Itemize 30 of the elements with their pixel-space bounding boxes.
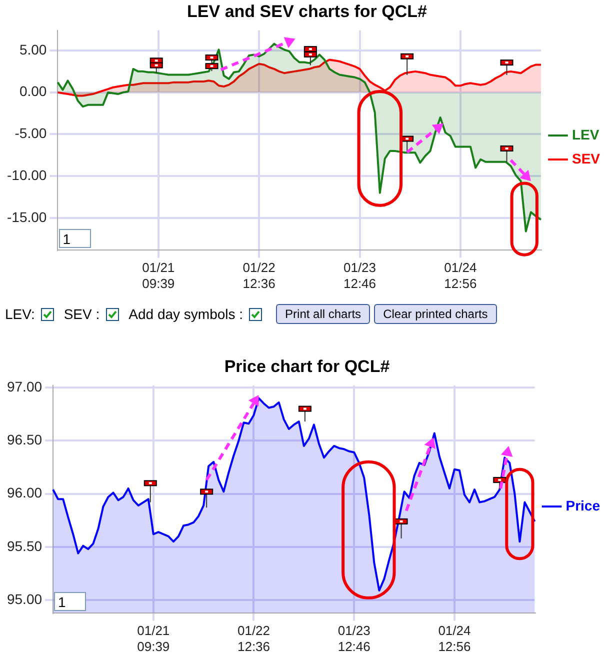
text-field: 1 xyxy=(58,228,91,248)
y-tick-label: -15.00 xyxy=(6,208,47,225)
x-tick-label: 01/23 12:46 xyxy=(338,623,370,654)
y-tick-label: 5.00 xyxy=(19,41,47,58)
y-tick-label: 0.00 xyxy=(19,83,47,100)
legend-label: SEV xyxy=(572,150,601,166)
x-tick-label: 01/24 12:56 xyxy=(444,260,477,291)
y-tick-label: 96.50 xyxy=(6,432,42,448)
y-tick-label: 97.00 xyxy=(6,378,42,394)
x-tick-label: 01/21 09:39 xyxy=(137,623,170,654)
x-tick-label: 01/22 12:36 xyxy=(242,260,276,291)
x-tick-label: 01/24 12:56 xyxy=(438,623,471,654)
chart-title: Price chart for QCL# xyxy=(224,356,390,376)
chart-title: LEV and SEV charts for QCL# xyxy=(187,2,428,21)
x-tick-label: 01/22 12:36 xyxy=(237,623,270,654)
text: LEV: xyxy=(5,306,35,322)
text: SEV : xyxy=(64,306,100,322)
button: Clear printed charts xyxy=(374,304,497,324)
x-tick-label: 01/21 09:39 xyxy=(142,260,175,291)
legend-label: Price xyxy=(566,497,600,514)
y-tick-label: 96.00 xyxy=(6,484,42,501)
y-tick-label: -10.00 xyxy=(6,166,47,183)
y-tick-label: 95.50 xyxy=(6,538,42,554)
x-tick-label: 01/23 12:46 xyxy=(343,260,376,291)
y-tick-label: 95.00 xyxy=(6,590,42,607)
y-tick-label: -5.00 xyxy=(14,125,47,142)
text-field: 1 xyxy=(54,592,86,611)
text: Add day symbols : xyxy=(128,306,244,322)
legend-label: LEV xyxy=(572,126,600,142)
button: Print all charts xyxy=(276,304,370,324)
